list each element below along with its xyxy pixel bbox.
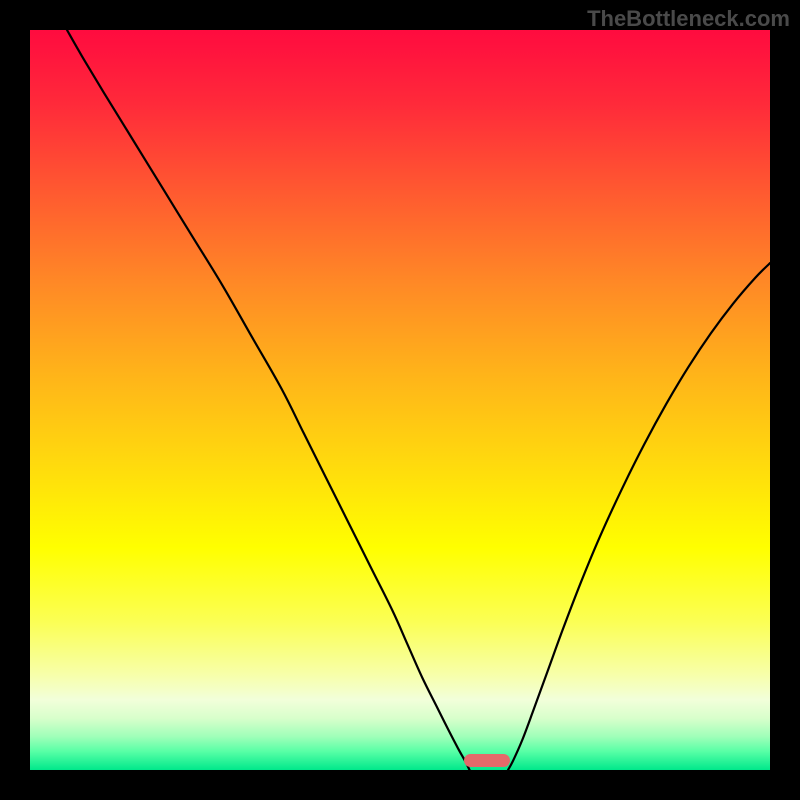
bottleneck-curves	[30, 30, 770, 770]
chart-plot-area	[30, 30, 770, 770]
watermark-text: TheBottleneck.com	[587, 6, 790, 32]
minimum-marker-pill	[464, 754, 510, 767]
curve-left	[67, 30, 470, 770]
curve-right	[508, 263, 770, 770]
